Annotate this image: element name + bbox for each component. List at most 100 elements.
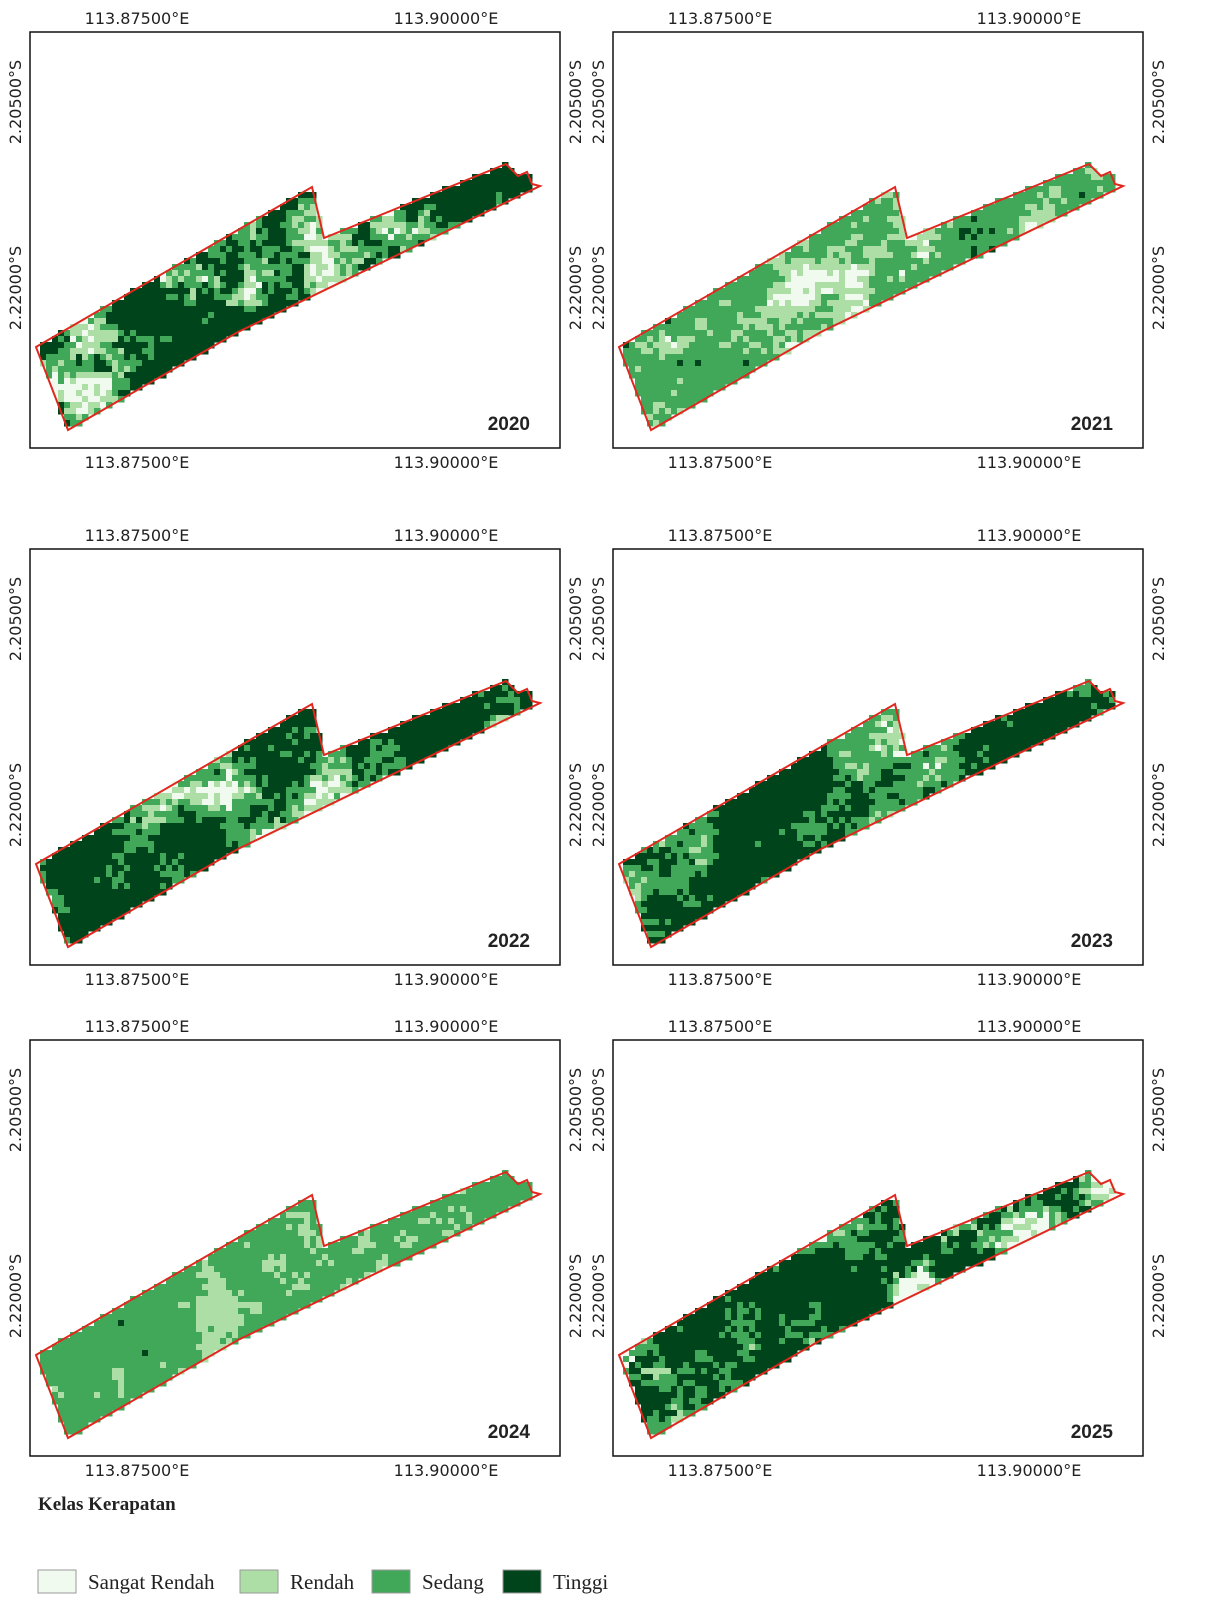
pixel — [430, 721, 437, 728]
pixel — [178, 811, 185, 818]
pixel — [821, 312, 828, 319]
pixel — [1031, 204, 1038, 211]
pixel — [737, 865, 744, 872]
pixel — [815, 282, 822, 289]
pixel — [767, 300, 774, 307]
pixel — [977, 240, 984, 247]
pixel — [238, 793, 245, 800]
pixel — [46, 877, 53, 884]
pixel — [124, 1356, 131, 1363]
pixel — [136, 312, 143, 319]
pixel — [184, 793, 191, 800]
pixel — [238, 1302, 245, 1309]
pixel — [202, 330, 209, 337]
pixel — [755, 318, 762, 325]
pixel — [683, 390, 690, 397]
pixel — [88, 889, 95, 896]
pixel — [214, 799, 221, 806]
pixel — [280, 1248, 287, 1255]
pixel — [779, 787, 786, 794]
pixel — [280, 793, 287, 800]
pixel — [304, 715, 311, 722]
pixel — [190, 1314, 197, 1321]
pixel — [82, 871, 89, 878]
pixel — [1025, 222, 1032, 229]
pixel — [905, 763, 912, 770]
pixel — [659, 408, 666, 415]
pixel — [1067, 715, 1074, 722]
pixel — [124, 1350, 131, 1357]
pixel — [94, 366, 101, 373]
pixel — [641, 913, 648, 920]
pixel — [280, 1308, 287, 1315]
pixel — [749, 276, 756, 283]
pixel — [112, 312, 119, 319]
pixel — [76, 865, 83, 872]
pixel — [118, 889, 125, 896]
pixel — [767, 817, 774, 824]
pixel — [959, 751, 966, 758]
pixel — [689, 901, 696, 908]
pixel — [779, 324, 786, 331]
pixel — [118, 1362, 125, 1369]
pixel — [743, 793, 750, 800]
pixel — [490, 1194, 497, 1201]
pixel — [94, 871, 101, 878]
pixel — [226, 793, 233, 800]
pixel — [190, 805, 197, 812]
pixel — [136, 360, 143, 367]
pixel — [100, 889, 107, 896]
pixel — [244, 817, 251, 824]
pixel — [815, 270, 822, 277]
pixel — [659, 865, 666, 872]
pixel — [454, 727, 461, 734]
pixel — [1085, 697, 1092, 704]
pixel — [316, 1290, 323, 1297]
pixel — [983, 222, 990, 229]
pixel — [893, 216, 900, 223]
pixel — [250, 294, 257, 301]
pixel — [208, 264, 215, 271]
year-label: 2021 — [1071, 414, 1114, 435]
pixel — [1037, 192, 1044, 199]
pixel — [112, 1320, 119, 1327]
pixel — [460, 192, 467, 199]
pixel — [436, 1230, 443, 1237]
pixel — [184, 811, 191, 818]
pixel — [304, 763, 311, 770]
pixel — [1007, 715, 1014, 722]
pixel — [833, 282, 840, 289]
pixel — [292, 721, 299, 728]
pixel — [707, 817, 714, 824]
pixel — [665, 408, 672, 415]
pixel — [959, 222, 966, 229]
pixel — [737, 823, 744, 830]
lat-label-left: 2.22000°S — [589, 246, 608, 330]
pixel — [94, 907, 101, 914]
pixel — [226, 1326, 233, 1333]
pixel — [292, 270, 299, 277]
pixel — [899, 258, 906, 265]
pixel — [244, 1278, 251, 1285]
pixel — [256, 781, 263, 788]
pixel — [100, 1350, 107, 1357]
pixel — [304, 1278, 311, 1285]
pixel — [292, 1248, 299, 1255]
pixel — [707, 883, 714, 890]
pixel — [166, 318, 173, 325]
pixel — [184, 342, 191, 349]
pixel — [857, 727, 864, 734]
pixel — [695, 348, 702, 355]
pixel — [809, 318, 816, 325]
pixel — [178, 354, 185, 361]
pixel — [160, 360, 167, 367]
pixel — [689, 841, 696, 848]
pixel — [436, 727, 443, 734]
pixel — [298, 1224, 305, 1231]
pixel — [382, 228, 389, 235]
pixel — [472, 721, 479, 728]
lon-label-top: 113.90000°E — [977, 526, 1082, 545]
pixel — [436, 204, 443, 211]
pixel — [959, 240, 966, 247]
pixel — [118, 1314, 125, 1321]
